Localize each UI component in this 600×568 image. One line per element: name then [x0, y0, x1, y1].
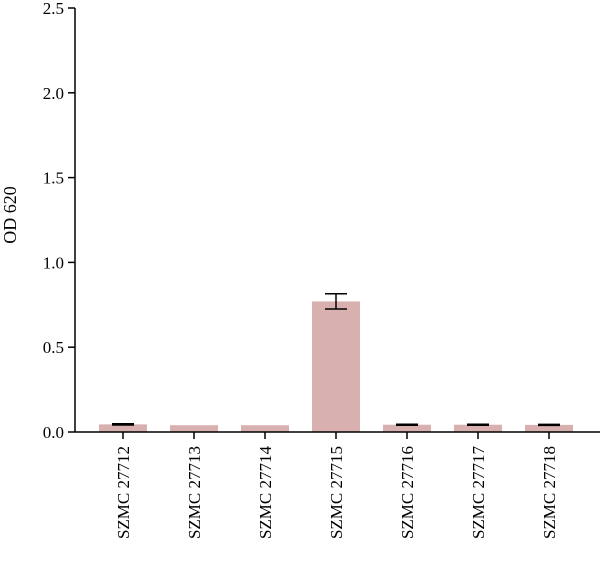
x-axis-ticks: SZMC 27712 SZMC 27713 SZMC 27714 SZMC 27715…	[114, 432, 559, 539]
bar	[312, 301, 360, 432]
x-tick-label: SZMC 27718	[540, 446, 559, 539]
x-tick-label: SZMC 27715	[327, 446, 346, 539]
bars-group	[99, 301, 573, 432]
bar	[241, 425, 289, 432]
y-tick-label: 2.0	[43, 84, 64, 103]
y-tick-label: 2.5	[43, 0, 64, 18]
x-tick-label: SZMC 27717	[469, 446, 488, 540]
y-tick-label: 0.0	[43, 423, 64, 442]
bar	[99, 424, 147, 432]
x-tick-label: SZMC 27714	[256, 446, 275, 540]
y-tick-label: 1.5	[43, 169, 64, 188]
bar	[170, 425, 218, 432]
bar	[454, 424, 502, 432]
x-tick-label: SZMC 27712	[114, 446, 133, 539]
x-tick-label: SZMC 27713	[185, 446, 204, 539]
y-tick-label: 1.0	[43, 253, 64, 272]
error-bars-group	[112, 293, 560, 427]
y-axis-title: OD 620	[0, 186, 20, 244]
y-axis-ticks: 0.0 0.5 1.0 1.5 2.0 2.5	[43, 0, 75, 442]
bar	[383, 424, 431, 432]
y-tick-label: 0.5	[43, 338, 64, 357]
x-tick-label: SZMC 27716	[398, 446, 417, 539]
bar	[525, 424, 573, 432]
